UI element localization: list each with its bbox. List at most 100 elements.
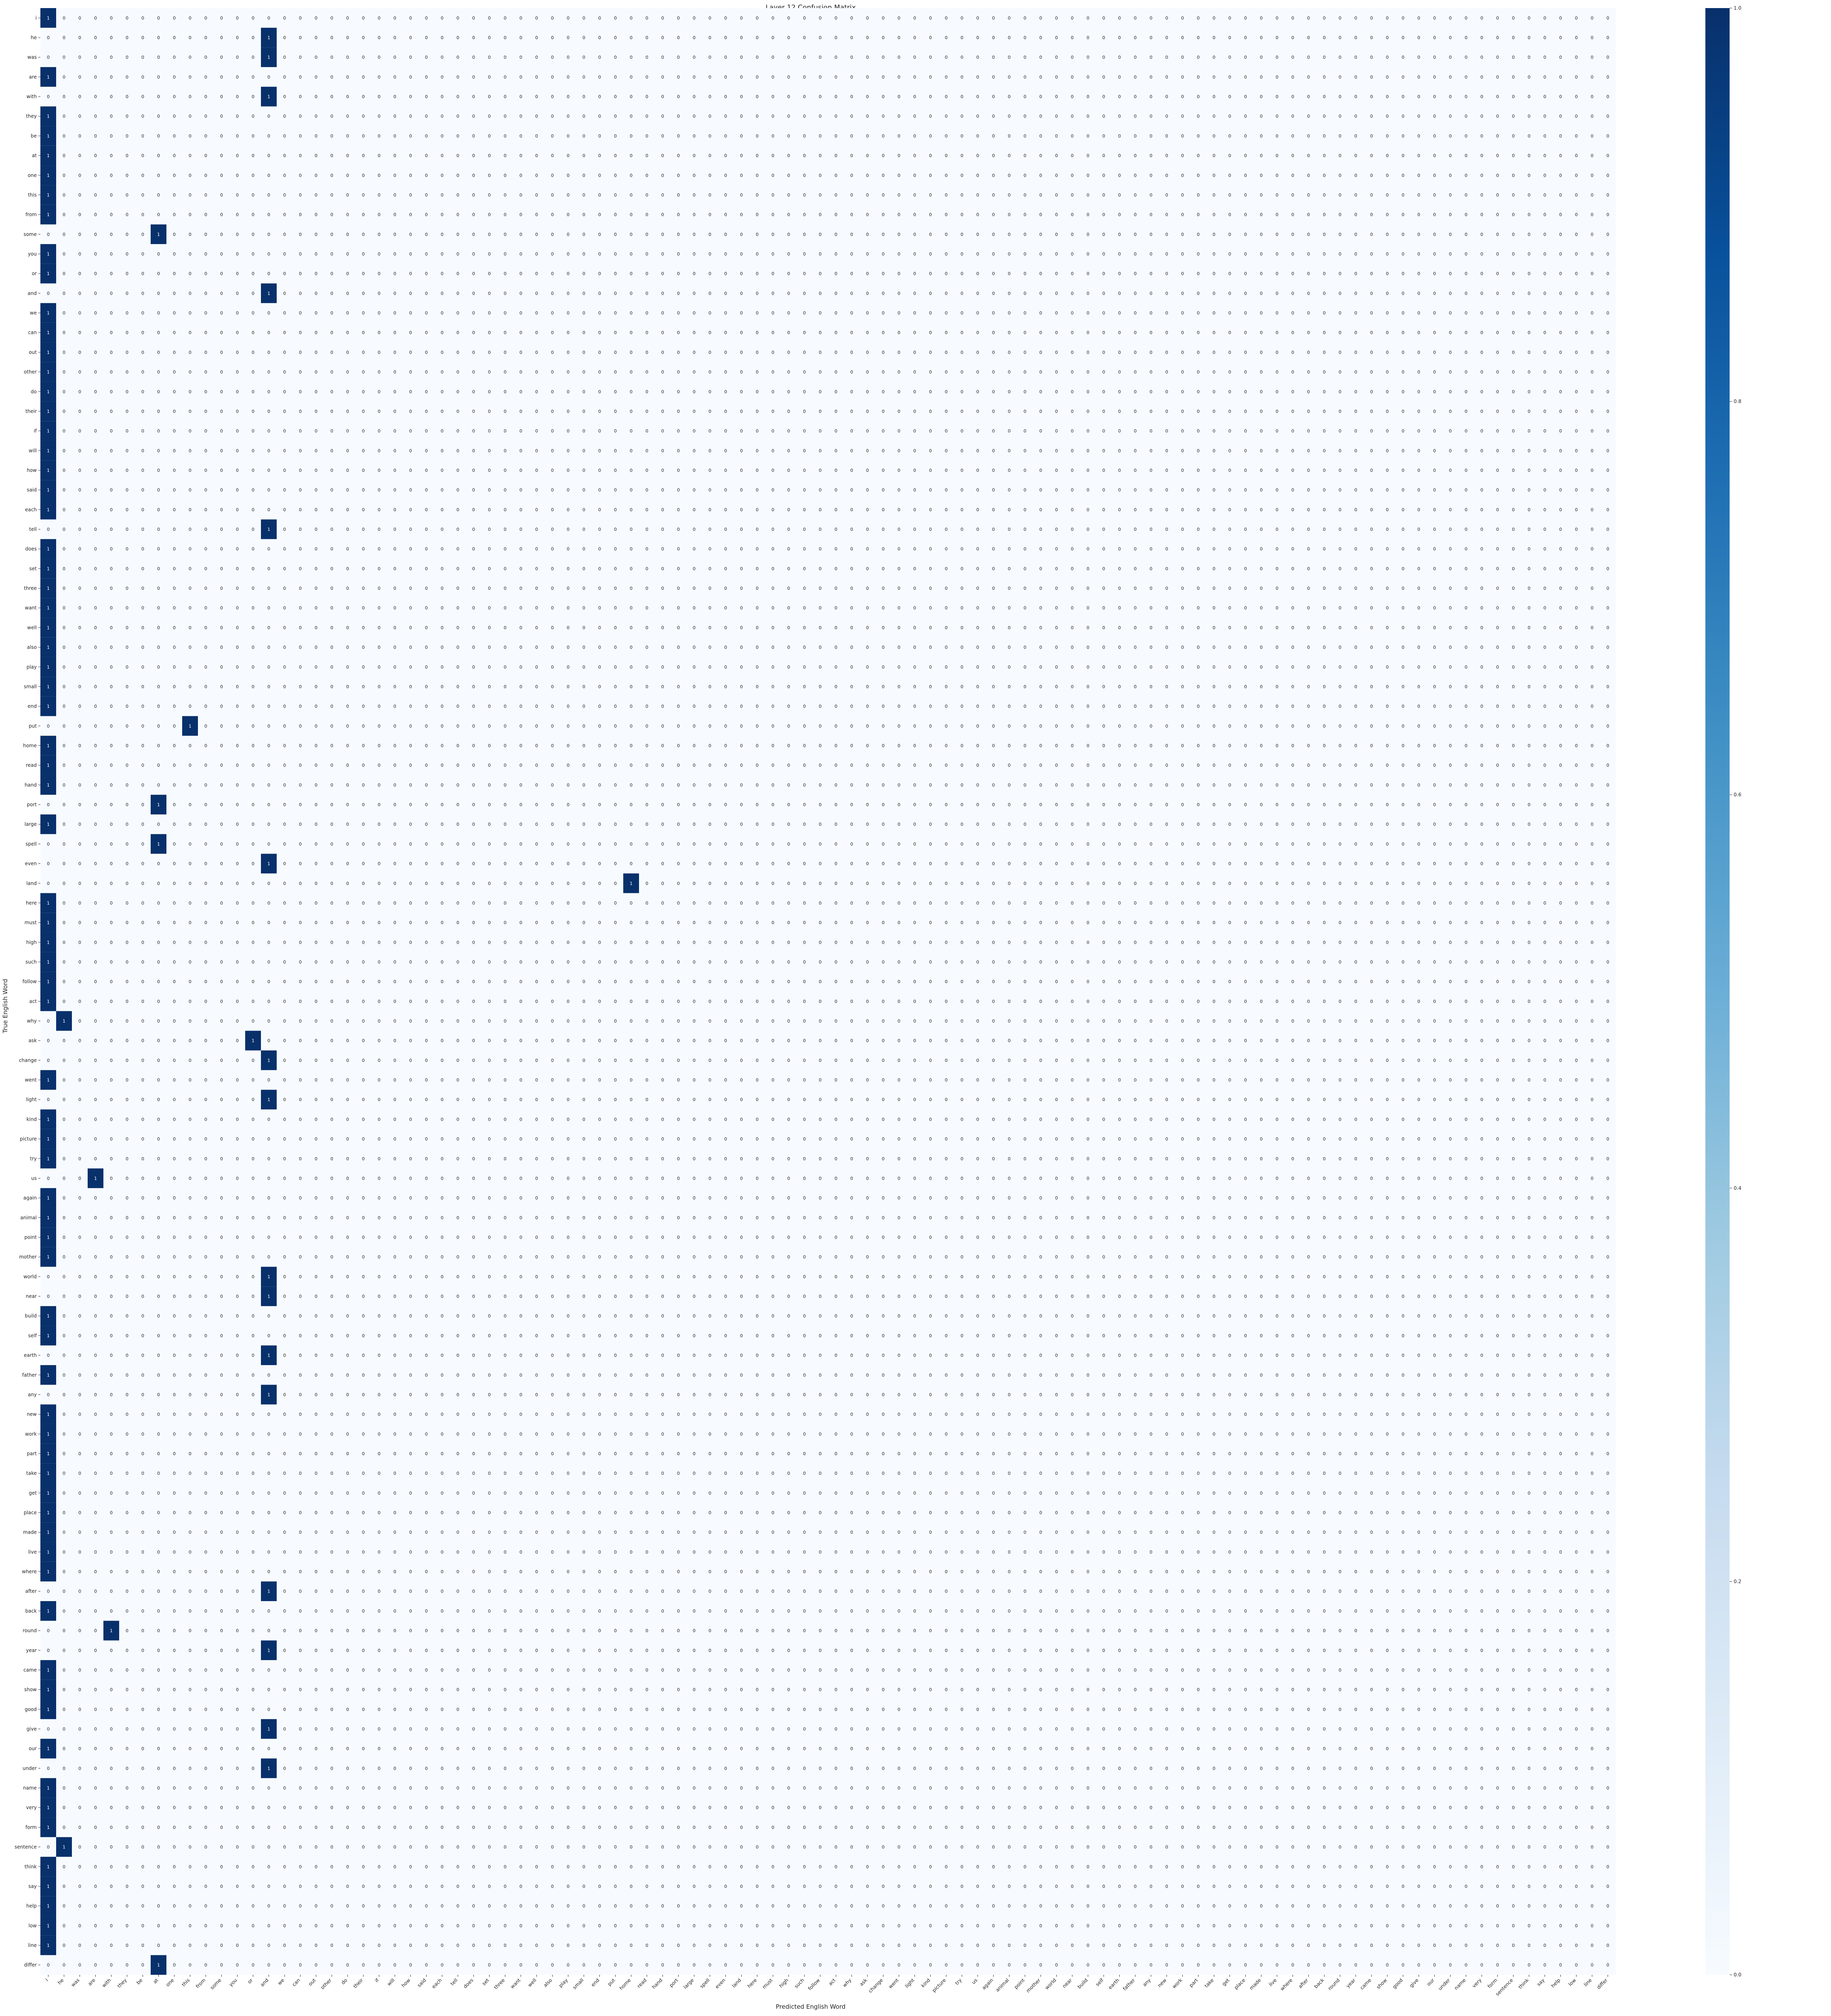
cell-value-label: 0 <box>236 133 239 139</box>
cell-value-label: 0 <box>693 55 696 60</box>
cell-value-label: 0 <box>252 527 254 532</box>
cell-value-label: 0 <box>1575 625 1578 630</box>
cell-value-label: 0 <box>472 192 475 198</box>
cell-value-label: 0 <box>1244 173 1247 178</box>
cell-value-label: 0 <box>315 389 317 394</box>
cell-value-label: 0 <box>1339 468 1341 473</box>
cell-value-label: 0 <box>630 704 633 709</box>
cell-value-label: 0 <box>299 55 302 60</box>
cell-value-label: 0 <box>929 645 932 650</box>
cell-value-label: 0 <box>740 192 743 198</box>
cell-value-label: 0 <box>1339 566 1341 571</box>
cell-value-label: 0 <box>441 665 444 670</box>
cell-value-label: 0 <box>1118 15 1121 21</box>
cell-value-label: 0 <box>378 547 380 552</box>
cell-value-label: 0 <box>1260 802 1263 808</box>
cell-value-label: 0 <box>1134 311 1137 316</box>
cell-value-label: 0 <box>1039 114 1042 119</box>
cell-value-label: 0 <box>126 802 128 808</box>
cell-value-label: 0 <box>740 920 743 926</box>
cell-value-label: 0 <box>756 665 759 670</box>
cell-value-label: 0 <box>330 468 333 473</box>
cell-value-label: 0 <box>1024 842 1026 847</box>
cell-value-label: 0 <box>1433 783 1436 788</box>
cell-value-label: 0 <box>126 684 128 689</box>
cell-value-label: 0 <box>630 252 633 257</box>
cell-value-label: 0 <box>110 370 113 375</box>
cell-value-label: 0 <box>1181 133 1184 139</box>
cell-value-label: 0 <box>1496 724 1499 729</box>
cell-value-label: 0 <box>582 822 585 827</box>
cell-value-label: 0 <box>1417 468 1420 473</box>
cell-value-label: 0 <box>1402 389 1404 394</box>
cell-value-label: 0 <box>330 822 333 827</box>
cell-value-label: 0 <box>1213 763 1215 768</box>
cell-value-label: 0 <box>661 547 664 552</box>
cell-value-label: 0 <box>630 940 633 945</box>
cell-value-label: 0 <box>693 330 696 335</box>
cell-value-label: 0 <box>803 783 806 788</box>
cell-value-label: 0 <box>630 114 633 119</box>
cell-value-label: 0 <box>1102 507 1105 512</box>
cell-value-label: 0 <box>1496 861 1499 867</box>
cell-value-label: 0 <box>1150 881 1152 886</box>
cell-value-label: 0 <box>645 527 648 532</box>
cell-value-label: 0 <box>519 232 522 237</box>
cell-value-label: 0 <box>1276 881 1278 886</box>
cell-value-label: 0 <box>1228 55 1231 60</box>
cell-value-label: 0 <box>220 409 223 414</box>
cell-value-label: 0 <box>1071 802 1074 808</box>
cell-value-label: 0 <box>1543 665 1546 670</box>
cell-value-label: 0 <box>519 252 522 257</box>
cell-value-label: 0 <box>945 488 948 493</box>
cell-value-label: 0 <box>1291 566 1294 571</box>
cell-value-label: 0 <box>173 586 176 591</box>
cell-value-label: 0 <box>315 350 317 355</box>
cell-value-label: 0 <box>929 232 932 237</box>
cell-value-label: 0 <box>1480 881 1483 886</box>
cell-value-label: 0 <box>141 15 144 21</box>
cell-value-label: 0 <box>1402 15 1404 21</box>
cell-value-label: 0 <box>1370 606 1373 611</box>
cell-value-label: 0 <box>535 507 538 512</box>
cell-value-label: 0 <box>645 763 648 768</box>
cell-value-label: 0 <box>362 861 365 867</box>
cell-value-label: 0 <box>1496 409 1499 414</box>
cell-value-label: 0 <box>1575 881 1578 886</box>
cell-value-label: 0 <box>1543 645 1546 650</box>
cell-value-label: 0 <box>630 153 633 158</box>
cell-value-label: 0 <box>1449 311 1452 316</box>
cell-value-label: 0 <box>835 212 837 217</box>
cell-value-label: 0 <box>346 625 349 630</box>
cell-value-label: 0 <box>992 133 995 139</box>
cell-value-label: 0 <box>598 429 601 434</box>
cell-value-label: 0 <box>724 507 727 512</box>
cell-value-label: 0 <box>126 566 128 571</box>
cell-value-label: 0 <box>787 625 790 630</box>
cell-value-label: 0 <box>157 389 160 394</box>
cell-value-label: 1 <box>189 724 191 729</box>
cell-value-label: 0 <box>1465 960 1467 965</box>
cell-value-label: 0 <box>1307 488 1310 493</box>
cell-value-label: 0 <box>614 606 617 611</box>
cell-value-label: 0 <box>189 861 191 867</box>
cell-value-label: 0 <box>283 527 286 532</box>
cell-value-label: 0 <box>1055 389 1058 394</box>
cell-value-label: 0 <box>1008 173 1011 178</box>
cell-value-label: 0 <box>1606 665 1609 670</box>
cell-value-label: 0 <box>519 547 522 552</box>
cell-value-label: 0 <box>929 763 932 768</box>
cell-value-label: 0 <box>787 960 790 965</box>
cell-value-label: 0 <box>409 271 412 276</box>
cell-value-label: 0 <box>204 901 207 906</box>
cell-value-label: 0 <box>425 311 428 316</box>
cell-value-label: 0 <box>567 468 570 473</box>
cell-value-label: 0 <box>787 822 790 827</box>
cell-value-label: 0 <box>141 330 144 335</box>
cell-value-label: 0 <box>866 330 869 335</box>
cell-value-label: 0 <box>393 881 396 886</box>
cell-value-label: 0 <box>645 645 648 650</box>
cell-value-label: 0 <box>1449 114 1452 119</box>
cell-value-label: 0 <box>708 389 711 394</box>
cell-value-label: 0 <box>315 704 317 709</box>
